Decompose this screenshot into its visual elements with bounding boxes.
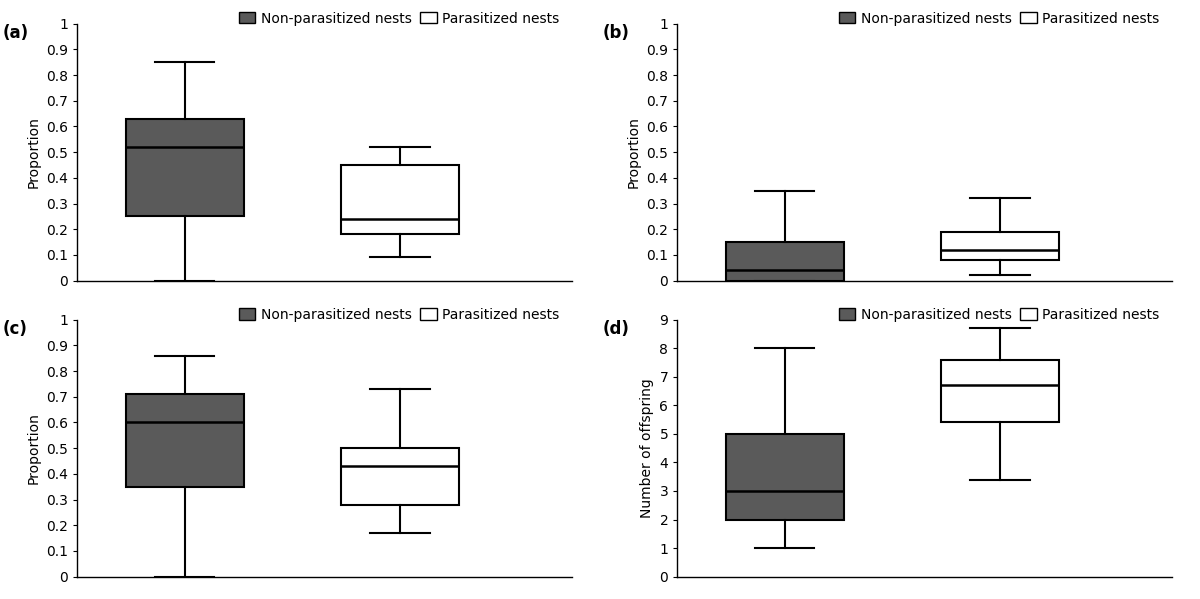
Text: (b): (b) — [604, 24, 630, 42]
PathPatch shape — [126, 119, 244, 216]
Legend: Non-parasitized nests, Parasitized nests: Non-parasitized nests, Parasitized nests — [238, 306, 560, 323]
Text: (d): (d) — [604, 320, 630, 338]
PathPatch shape — [341, 448, 460, 505]
Text: (c): (c) — [4, 320, 28, 338]
Y-axis label: Proportion: Proportion — [26, 116, 41, 188]
Legend: Non-parasitized nests, Parasitized nests: Non-parasitized nests, Parasitized nests — [838, 306, 1160, 323]
Y-axis label: Proportion: Proportion — [626, 116, 641, 188]
PathPatch shape — [126, 394, 244, 487]
PathPatch shape — [726, 242, 844, 280]
Text: (a): (a) — [4, 24, 29, 42]
Y-axis label: Number of offspring: Number of offspring — [640, 379, 654, 518]
Y-axis label: Proportion: Proportion — [26, 412, 41, 484]
PathPatch shape — [341, 165, 460, 234]
Legend: Non-parasitized nests, Parasitized nests: Non-parasitized nests, Parasitized nests — [838, 10, 1160, 27]
PathPatch shape — [941, 232, 1060, 260]
PathPatch shape — [941, 360, 1060, 422]
Legend: Non-parasitized nests, Parasitized nests: Non-parasitized nests, Parasitized nests — [238, 10, 560, 27]
PathPatch shape — [726, 434, 844, 519]
